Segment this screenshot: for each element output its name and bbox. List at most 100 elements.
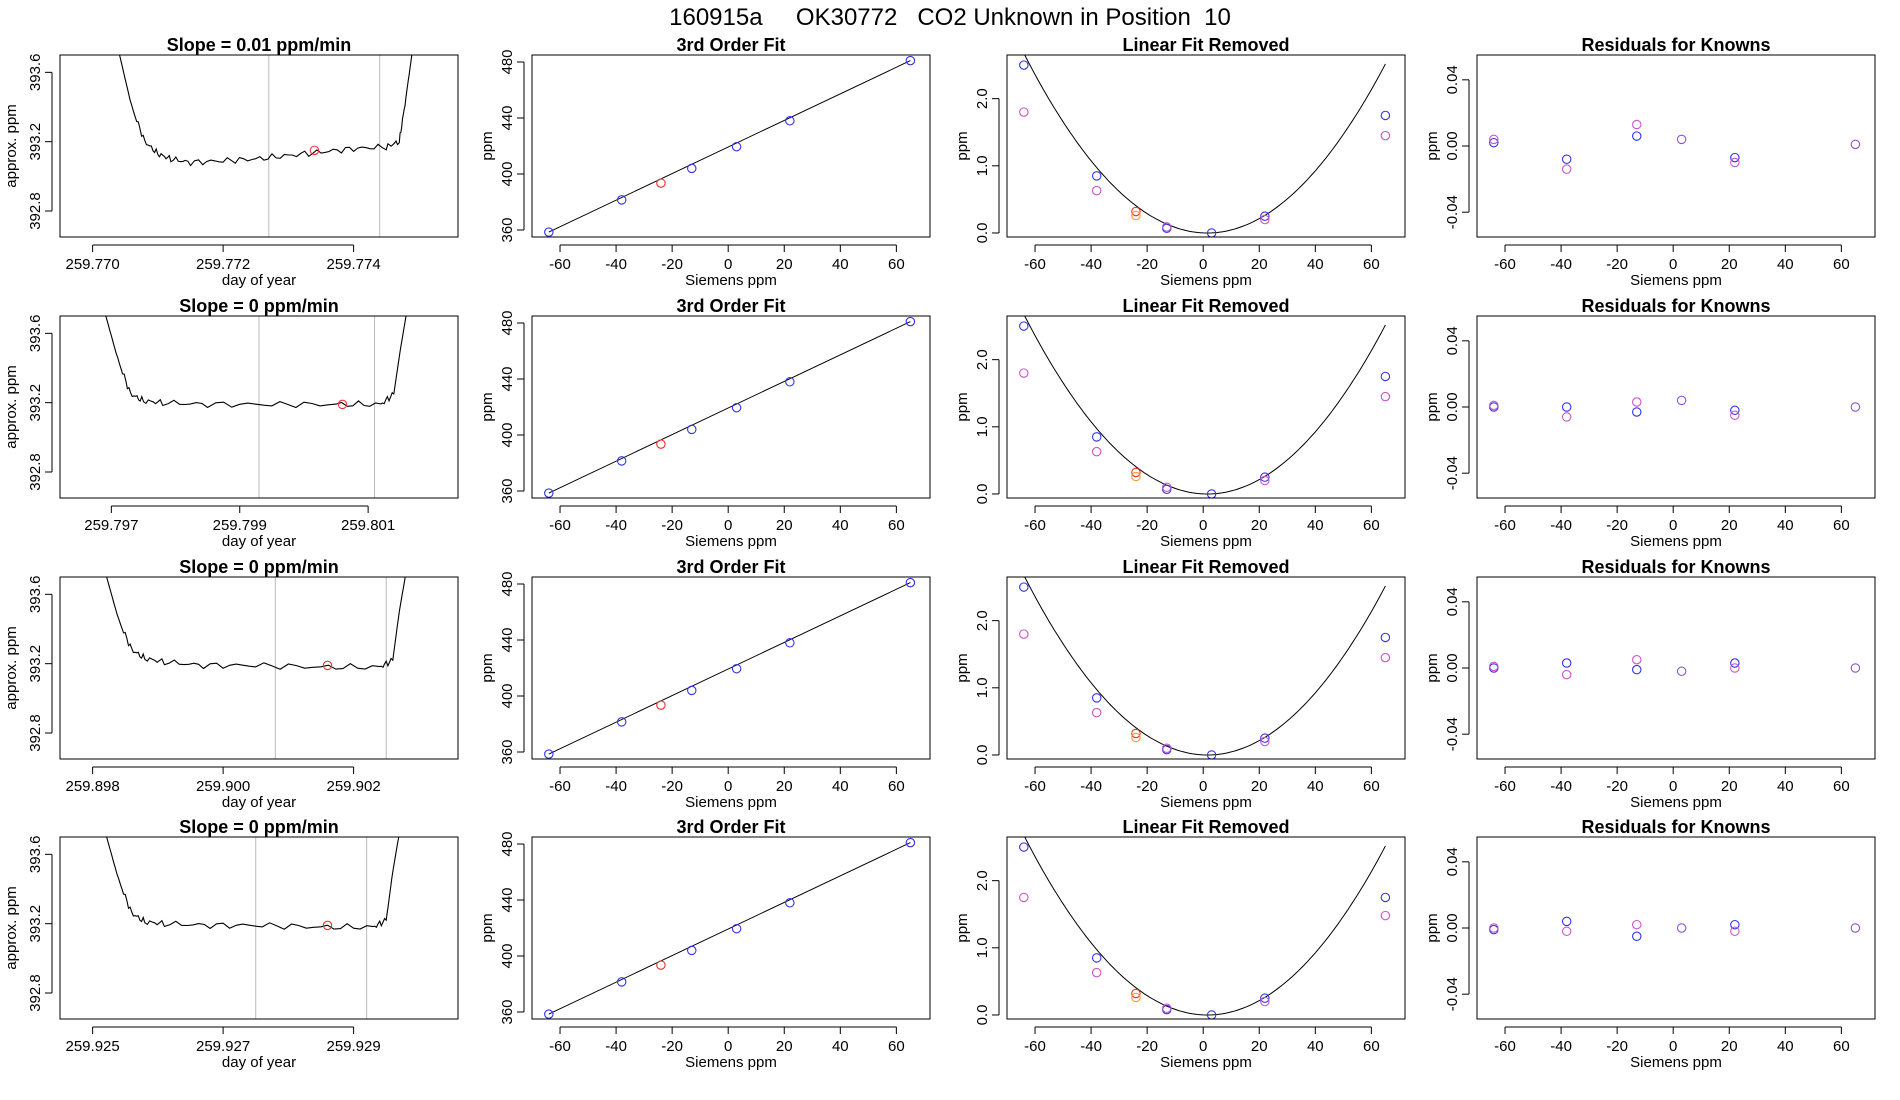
data-point (1561, 412, 1572, 422)
plot-area (1019, 316, 1391, 498)
data-point (1632, 407, 1642, 417)
chart-panel-12: Residuals for Knowns -60 -40 -20 0 20 40 60 Siem… (1424, 557, 1876, 811)
plot-area (544, 837, 916, 1019)
y-tick-label: 440 (499, 105, 516, 130)
data-point (1850, 402, 1861, 412)
plot-frame (531, 315, 931, 499)
plot-area (1019, 837, 1391, 1019)
data-point (1380, 892, 1391, 903)
data-point (1260, 993, 1270, 1003)
x-tick-label: 60 (888, 1038, 905, 1055)
x-tick-label: -20 (1136, 256, 1158, 273)
chart-panel-1: Slope = 0.01 ppm/min 259.770 259.772 259.77… (3, 35, 459, 289)
plot-frame (1006, 836, 1406, 1020)
data-point (785, 898, 795, 908)
data-point (1676, 134, 1687, 145)
data-point (1131, 471, 1141, 482)
data-point (1380, 652, 1391, 663)
data-point (1019, 842, 1029, 852)
data-point (1730, 926, 1740, 937)
data-point (656, 439, 666, 449)
data-point (616, 717, 627, 727)
data-point (1091, 171, 1102, 181)
x-tick-label: -20 (1606, 517, 1628, 534)
data-point (1489, 400, 1499, 411)
x-tick-label: 60 (1363, 256, 1380, 273)
x-tick-label: 40 (832, 1038, 849, 1055)
x-tick-label: 40 (832, 517, 849, 534)
y-tick-label: 392.8 (27, 974, 44, 1012)
data-point (1730, 658, 1740, 668)
data-point (656, 960, 666, 970)
data-point (1019, 60, 1029, 70)
x-tick-label: 40 (1307, 1038, 1324, 1055)
data-point (687, 945, 697, 956)
x-tick-label: -20 (661, 1038, 683, 1055)
chart-panel-5: Slope = 0 ppm/min 259.797 259.799 259.801 da… (3, 296, 459, 550)
data-point (1019, 107, 1029, 117)
residual-curve (1024, 316, 1386, 495)
residual-curve (1024, 55, 1386, 234)
plot-area (1489, 916, 1861, 942)
x-tick-label: 60 (1363, 778, 1380, 795)
x-axis-label: Siemens ppm (685, 533, 777, 550)
x-axis-label: Siemens ppm (1630, 533, 1722, 550)
data-point (1850, 663, 1861, 673)
chart-panel-2: 3rd Order Fit -60 -40 -20 0 20 40 60 Siemens ppm… (479, 35, 931, 289)
data-point (1206, 1010, 1217, 1019)
y-tick-label: 0.00 (1444, 913, 1461, 942)
chart-title: Linear Fit Removed (1122, 35, 1289, 55)
data-point (1561, 402, 1572, 412)
x-tick-label: -60 (1024, 778, 1046, 795)
data-point (1632, 931, 1642, 942)
data-point (1561, 926, 1572, 937)
data-point (1206, 750, 1217, 759)
x-tick-label: -60 (1494, 778, 1516, 795)
plot-frame (1476, 54, 1876, 238)
y-tick-label: 392.8 (27, 714, 44, 752)
y-tick-label: 0.04 (1444, 587, 1461, 616)
data-point (1561, 164, 1572, 174)
x-tick-label: 20 (776, 256, 793, 273)
data-point (731, 663, 742, 674)
x-tick-label: 0 (724, 256, 732, 273)
y-tick-label: 360 (499, 478, 516, 503)
data-point (1632, 131, 1642, 141)
y-tick-label: 480 (499, 571, 516, 596)
data-point (1730, 405, 1740, 416)
x-tick-label: 40 (1307, 517, 1324, 534)
chart-panel-7: Linear Fit Removed -60 -40 -20 0 20 40 60 Siemen… (954, 296, 1406, 550)
data-point (1676, 923, 1687, 933)
plot-area (118, 55, 413, 237)
x-tick-label: 259.902 (326, 778, 380, 795)
data-point (1091, 432, 1102, 442)
x-tick-label: 0 (1199, 517, 1207, 534)
x-tick-label: 0 (1669, 778, 1677, 795)
page-title: 160915a OK30772 CO2 Unknown in Position … (669, 4, 1231, 31)
x-tick-label: -40 (605, 517, 627, 534)
data-point (1260, 475, 1270, 486)
y-tick-label: 0.00 (1444, 653, 1461, 682)
x-tick-label: -60 (1024, 256, 1046, 273)
y-tick-label: 480 (499, 831, 516, 856)
data-point (731, 923, 742, 934)
x-tick-label: 60 (888, 256, 905, 273)
x-tick-label: 20 (776, 778, 793, 795)
y-axis-label: approx. ppm (3, 886, 20, 969)
chart-panel-14: 3rd Order Fit -60 -40 -20 0 20 40 60 Siemens ppm… (479, 817, 931, 1071)
x-axis-label: day of year (222, 1054, 296, 1071)
y-tick-label: 392.8 (27, 192, 44, 230)
y-tick-label: 360 (499, 739, 516, 764)
x-tick-label: -20 (1136, 1038, 1158, 1055)
x-tick-label: 40 (1307, 778, 1324, 795)
sample-point (322, 660, 333, 671)
chart-title: Residuals for Knowns (1581, 557, 1770, 577)
x-tick-label: -20 (1606, 778, 1628, 795)
x-tick-label: -20 (661, 778, 683, 795)
data-point (785, 638, 795, 648)
chart-panel-15: Linear Fit Removed -60 -40 -20 0 20 40 60 Siemen… (954, 817, 1406, 1071)
x-tick-label: -20 (661, 517, 683, 534)
x-tick-label: 0 (1199, 1038, 1207, 1055)
data-point (1632, 119, 1642, 130)
x-axis-label: Siemens ppm (1160, 272, 1252, 289)
